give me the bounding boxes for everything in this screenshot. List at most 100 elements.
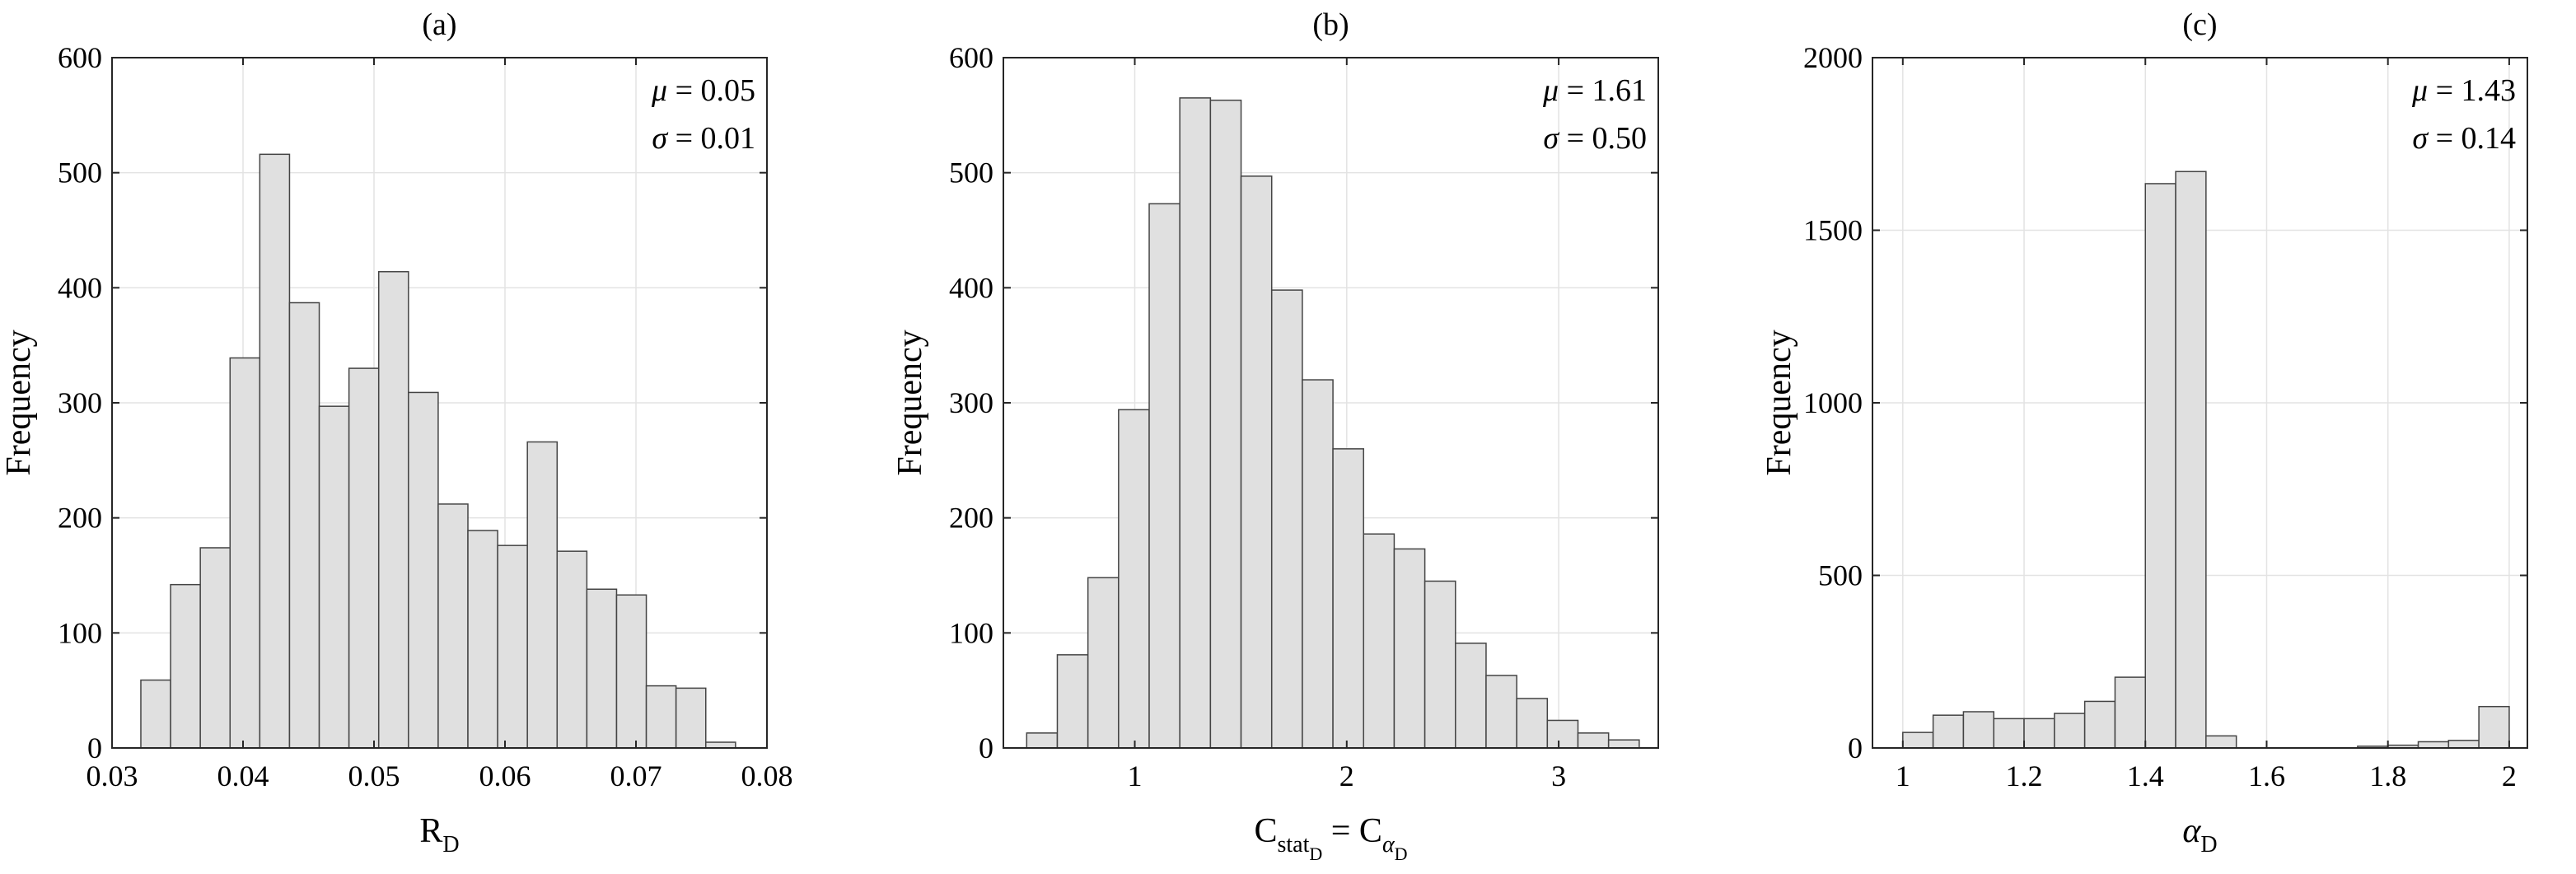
x-tick-label: 1.4 bbox=[2127, 759, 2164, 792]
x-tick-label: 1 bbox=[1896, 759, 1910, 792]
y-tick-label: 500 bbox=[949, 157, 993, 189]
y-tick-label: 400 bbox=[949, 271, 993, 304]
histogram-bar bbox=[1932, 714, 1965, 749]
y-tick-label: 100 bbox=[58, 616, 102, 649]
x-label-base: C bbox=[1254, 812, 1277, 850]
x-tick-label: 0.06 bbox=[479, 759, 531, 792]
x-tick-label: 0.05 bbox=[348, 759, 400, 792]
x-tick-label: 2 bbox=[2502, 759, 2517, 792]
y-tick-label: 100 bbox=[949, 616, 993, 649]
histogram-bar bbox=[259, 153, 291, 749]
y-tick-label: 0 bbox=[1848, 731, 1863, 764]
histogram-bar bbox=[1270, 289, 1303, 749]
histogram-bar bbox=[1993, 717, 2025, 749]
histogram-bar bbox=[2083, 700, 2116, 749]
histogram-bar bbox=[1546, 719, 1579, 749]
y-tick-label: 600 bbox=[58, 41, 102, 74]
histogram-bar bbox=[1026, 732, 1059, 749]
stat-std: σ = 0.50 bbox=[1543, 121, 1647, 156]
y-tick-label: 300 bbox=[58, 386, 102, 419]
y-tick-label: 2000 bbox=[1803, 41, 1863, 74]
stat-std-value: = 0.50 bbox=[1559, 121, 1647, 156]
y-tick-label: 1000 bbox=[1803, 386, 1863, 419]
histogram-bar bbox=[467, 530, 498, 749]
histogram-bar bbox=[1485, 675, 1517, 749]
x-label-equals: = C bbox=[1322, 812, 1382, 850]
y-axis-label: Frequency bbox=[891, 330, 929, 475]
chart-panel-b: 1 2 30100200300400500600(b)FrequencyCstatD… bbox=[891, 7, 1659, 864]
stat-std-symbol: σ bbox=[652, 121, 668, 156]
y-tick-label: 300 bbox=[949, 386, 993, 419]
histogram-bar bbox=[1087, 577, 1120, 749]
histogram-bar bbox=[1179, 97, 1212, 749]
y-tick-label: 200 bbox=[58, 502, 102, 535]
y-tick-label: 500 bbox=[1818, 559, 1863, 592]
stat-mean-value: = 1.61 bbox=[1559, 73, 1647, 108]
histogram-bar bbox=[526, 441, 559, 749]
histogram-bar bbox=[1902, 731, 1934, 749]
stat-mean: μ = 1.43 bbox=[2411, 73, 2516, 108]
panel-title: (c) bbox=[2182, 7, 2217, 42]
stat-mean-value: = 1.43 bbox=[2428, 73, 2516, 108]
histogram-bar bbox=[1148, 203, 1180, 749]
histogram-bar bbox=[2023, 717, 2055, 749]
histogram-bar bbox=[377, 271, 409, 749]
histogram-bar bbox=[1393, 548, 1426, 749]
stat-mean-symbol: μ bbox=[2411, 73, 2428, 108]
chart-panel-c: 1 1.2 1.4 1.6 1.8 2 0 500 1000 1500 2000 (c) Frequen… bbox=[1760, 7, 2528, 858]
histogram-bar bbox=[2447, 740, 2480, 749]
x-label-base: R bbox=[419, 812, 442, 850]
x-axis-label: CstatD = CαD bbox=[1254, 812, 1407, 864]
stat-mean: μ = 0.05 bbox=[651, 73, 755, 108]
stat-std: σ = 0.14 bbox=[2412, 121, 2516, 156]
x-tick-label: 0.08 bbox=[741, 759, 793, 792]
y-tick-label: 400 bbox=[58, 271, 102, 304]
stat-mean-symbol: μ bbox=[651, 73, 667, 108]
panel-title: (a) bbox=[422, 7, 456, 42]
histogram-bar bbox=[348, 367, 380, 749]
x-label-subsubscript: D bbox=[1309, 844, 1322, 864]
histogram-bar bbox=[1577, 732, 1610, 749]
stat-std-symbol: σ bbox=[1543, 121, 1559, 156]
histogram-bar bbox=[645, 685, 677, 749]
stat-std-value: = 0.14 bbox=[2428, 121, 2516, 156]
histogram-bar bbox=[2417, 741, 2450, 749]
histogram-bar bbox=[199, 547, 231, 749]
x-tick-label: 0.04 bbox=[217, 759, 269, 792]
histogram-bar bbox=[1332, 448, 1365, 749]
histogram-bar bbox=[1363, 533, 1396, 749]
stat-mean-symbol: μ bbox=[1542, 73, 1559, 108]
x-tick-label: 0.07 bbox=[610, 759, 662, 792]
histogram-bar bbox=[2175, 171, 2207, 749]
histogram-bar bbox=[318, 405, 350, 749]
histogram-bar bbox=[2478, 705, 2510, 749]
histogram-bar bbox=[1962, 711, 1994, 749]
x-label-subscript: stat bbox=[1277, 832, 1309, 858]
y-tick-label: 0 bbox=[87, 731, 102, 764]
histogram-bar bbox=[1455, 643, 1487, 749]
x-tick-label: 0.03 bbox=[86, 759, 138, 792]
histogram-bar bbox=[2114, 676, 2146, 749]
histogram-bar bbox=[1424, 580, 1456, 749]
histogram-bar bbox=[437, 503, 469, 749]
histogram-bar bbox=[586, 588, 618, 749]
y-tick-label: 500 bbox=[58, 157, 102, 189]
histogram-bar bbox=[2205, 735, 2237, 749]
stat-std-value: = 0.01 bbox=[667, 121, 755, 156]
histogram-bar bbox=[1209, 99, 1242, 749]
x-label-subscript: D bbox=[442, 832, 459, 858]
histogram-bar bbox=[288, 301, 320, 749]
histogram-bar bbox=[675, 687, 707, 749]
x-axis-label: αD bbox=[2182, 812, 2217, 858]
histogram-bar bbox=[408, 391, 439, 749]
x-tick-label: 3 bbox=[1551, 759, 1566, 792]
y-axis-label: Frequency bbox=[0, 330, 38, 475]
histogram-bar bbox=[704, 741, 736, 749]
x-axis-label: RD bbox=[419, 812, 459, 858]
y-tick-label: 0 bbox=[979, 731, 993, 764]
x-tick-label: 1 bbox=[1128, 759, 1143, 792]
x-tick-label: 1.2 bbox=[2006, 759, 2043, 792]
histogram-bar bbox=[497, 544, 528, 749]
histogram-bar bbox=[1302, 379, 1334, 749]
histogram-bar bbox=[140, 679, 171, 749]
